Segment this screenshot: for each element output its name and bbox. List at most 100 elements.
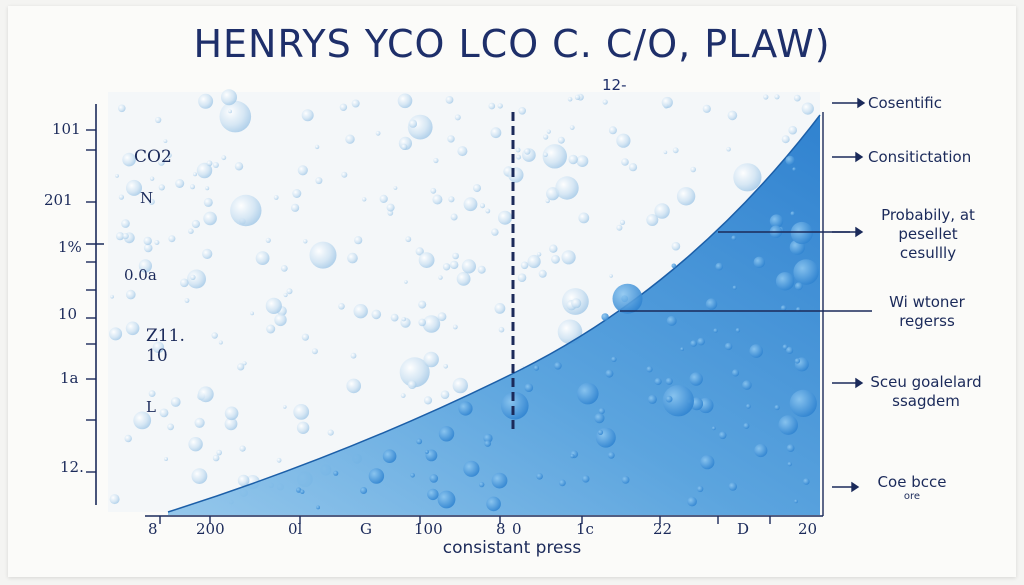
bubble-light (205, 186, 210, 191)
x-label-3: 0l (288, 520, 303, 538)
bubble-light (371, 309, 382, 320)
bubble-light (143, 236, 152, 246)
bubble-light (224, 406, 239, 421)
bubble-light (280, 265, 288, 272)
bubble-light (520, 261, 529, 270)
bubble-dark (775, 272, 795, 291)
bubble-light (198, 93, 214, 109)
bubble-light (404, 280, 408, 284)
bubble-dark (803, 478, 810, 485)
y-label-6: Z11. (146, 326, 185, 346)
bubble-light (339, 103, 348, 112)
bubble-light (433, 157, 439, 164)
bubble-dark (570, 453, 575, 459)
bubble-dark (601, 313, 609, 321)
bubble-light (297, 165, 308, 176)
annotation-3-line-2: pesellet (898, 225, 958, 243)
bubble-dark (647, 394, 657, 404)
bubble-light (230, 194, 262, 227)
bubble-light (726, 146, 731, 152)
bubble-light (545, 198, 550, 204)
bubble-dark (533, 365, 540, 371)
bubble-dark (438, 426, 455, 442)
bubble-light (126, 179, 142, 196)
y-label-5: 10 (58, 305, 78, 323)
bubble-light (211, 332, 218, 339)
bubble-light (118, 104, 126, 113)
bubble-light (193, 172, 197, 177)
bubble-light (452, 377, 468, 394)
bubble-light (158, 159, 165, 166)
bubble-dark (671, 263, 677, 269)
bubble-light (418, 300, 427, 309)
diagram-subtitle: 12- (602, 76, 627, 94)
bubble-dark (746, 403, 751, 409)
bubble-light (341, 171, 348, 178)
bubble-light (555, 176, 579, 200)
bubble-dark (789, 389, 817, 417)
x-label-10: D (737, 520, 750, 538)
bubble-light (301, 333, 309, 341)
bubble-light (454, 114, 461, 121)
bubble-light (125, 321, 140, 336)
bubble-dark (728, 482, 737, 491)
bubble-light (188, 228, 194, 234)
bubble-light (362, 197, 367, 202)
bubble-light (347, 252, 358, 264)
bubble-dark (463, 460, 480, 477)
bubble-light (430, 187, 437, 194)
bubble-light (170, 397, 181, 407)
bubble-light (517, 273, 527, 283)
annotation-5-line-2: ssagdem (892, 392, 960, 410)
bubble-dark (501, 392, 529, 420)
bubble-light (405, 236, 412, 243)
bubble-light (690, 166, 696, 173)
bubble-light (228, 109, 233, 114)
bubble-light (175, 179, 185, 188)
bubble-light (407, 380, 417, 390)
bubble-light (190, 274, 196, 280)
bubble-dark (605, 369, 614, 378)
bubble-light (152, 341, 165, 353)
bubble-dark (689, 372, 703, 386)
bubble-dark (705, 298, 718, 310)
bubble-light (576, 155, 589, 168)
bubble-light (569, 125, 575, 130)
bubble-dark (731, 369, 740, 377)
bubble-light (568, 154, 578, 165)
bubble-light (418, 252, 435, 268)
bubble-light (763, 94, 769, 100)
bubble-light (191, 468, 208, 484)
bubble-light (646, 214, 659, 226)
bubble-dark (611, 356, 617, 362)
bubble-light (702, 104, 711, 113)
bubble-light (250, 311, 255, 316)
bubble-light (661, 96, 673, 109)
bubble-light (242, 361, 247, 366)
bubble-dark (607, 451, 615, 459)
bubble-light (303, 239, 308, 244)
bubble-light (155, 116, 162, 124)
bubbles-dark (296, 155, 819, 512)
bubble-light (654, 203, 670, 219)
bubble-dark (577, 382, 599, 405)
annotation-6-line-1: Coe bcce (877, 473, 947, 491)
bubble-light (397, 93, 413, 109)
bubble-light (124, 434, 132, 443)
bubble-light (401, 317, 406, 322)
bubble-light (149, 176, 155, 181)
bubble-light (187, 269, 206, 289)
bubble-light (283, 405, 287, 409)
bubble-light (448, 196, 455, 203)
bubble-light (301, 109, 314, 122)
bubble-light (212, 454, 220, 462)
y-label-co2: CO2 (134, 147, 172, 167)
bubble-light (163, 139, 168, 144)
bubble-light (561, 250, 576, 265)
bubble-light (490, 127, 502, 139)
bubble-light (351, 99, 360, 108)
diagram-title: HENRYS YCO LCO C. C/O, PLAW) (193, 22, 831, 66)
bubble-dark (665, 395, 673, 403)
y-label-7: 10 (146, 346, 168, 366)
solubility-area (168, 115, 820, 515)
